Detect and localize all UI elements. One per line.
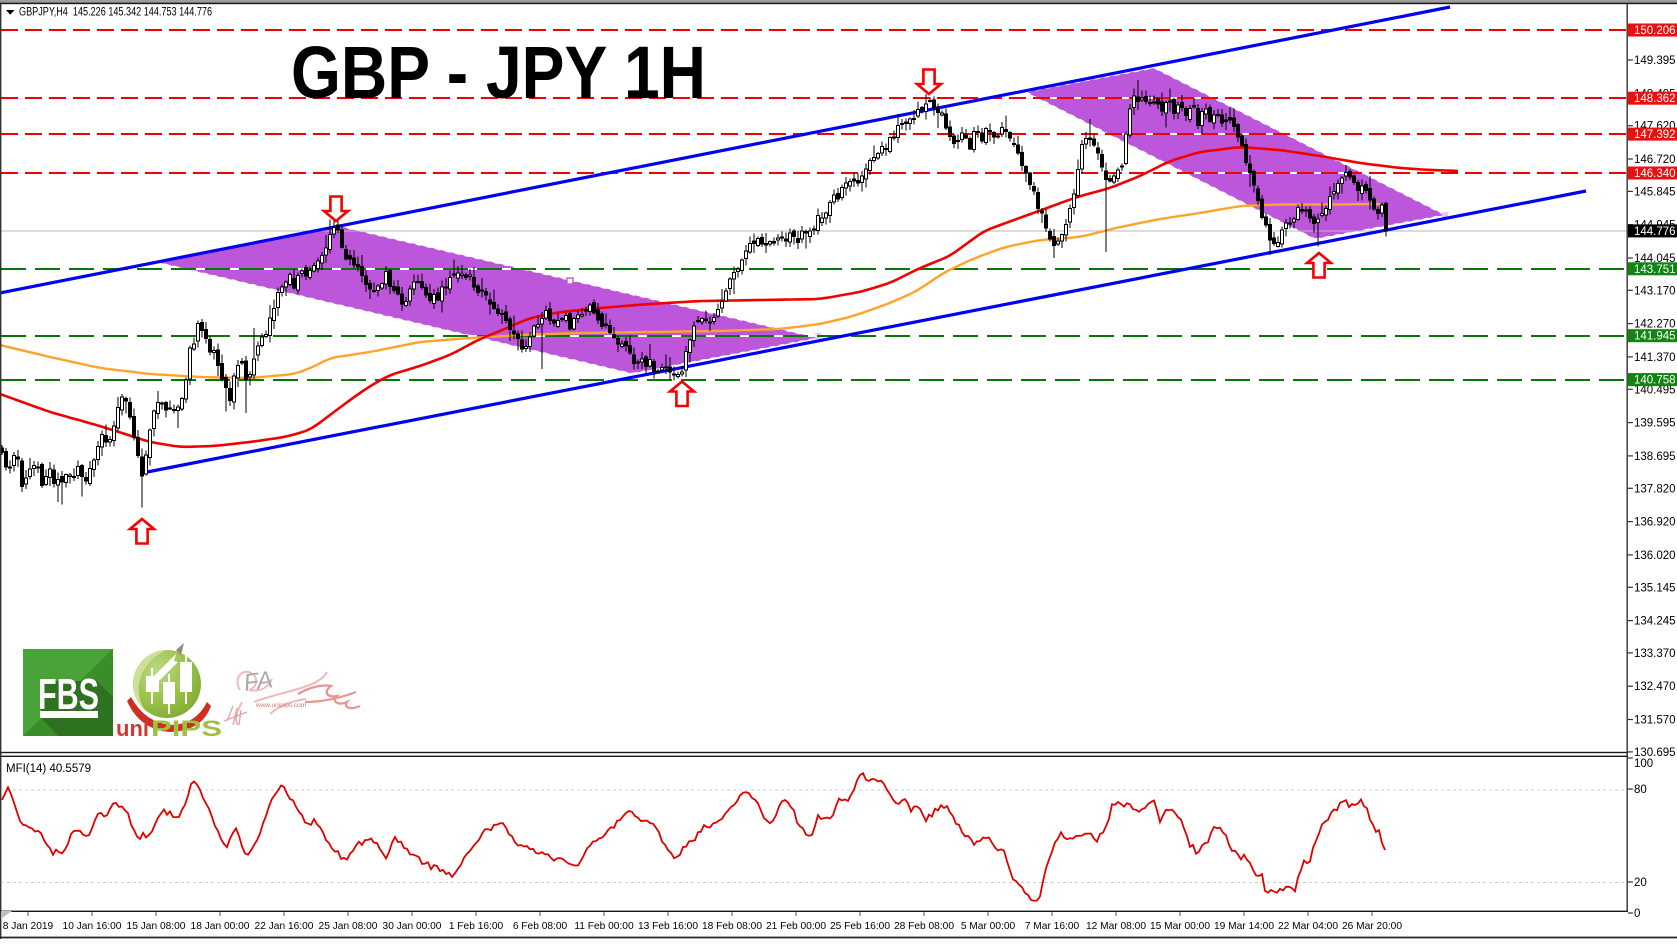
svg-text:26 Mar 20:00: 26 Mar 20:00 [1342, 921, 1402, 932]
svg-text:141.945: 141.945 [1634, 331, 1676, 343]
svg-text:132.470: 132.470 [1634, 681, 1676, 693]
svg-text:25 Jan 08:00: 25 Jan 08:00 [319, 921, 378, 932]
svg-text:25 Feb 16:00: 25 Feb 16:00 [830, 921, 890, 932]
svg-text:131.570: 131.570 [1634, 715, 1676, 727]
svg-text:148.362: 148.362 [1634, 93, 1676, 105]
svg-text:137.820: 137.820 [1634, 483, 1676, 495]
svg-text:FA: FA [242, 666, 274, 697]
svg-text:145.845: 145.845 [1634, 186, 1676, 198]
svg-text:134.245: 134.245 [1634, 616, 1676, 628]
svg-text:144.776: 144.776 [1634, 226, 1676, 238]
svg-text:6 Feb 08:00: 6 Feb 08:00 [513, 921, 568, 932]
svg-text:22 Jan 16:00: 22 Jan 16:00 [255, 921, 314, 932]
svg-text:13 Feb 16:00: 13 Feb 16:00 [638, 921, 698, 932]
svg-text:30 Jan 00:00: 30 Jan 00:00 [383, 921, 442, 932]
svg-text:10 Jan 16:00: 10 Jan 16:00 [63, 921, 122, 932]
svg-text:15 Jan 08:00: 15 Jan 08:00 [127, 921, 186, 932]
svg-text:140.758: 140.758 [1634, 375, 1676, 387]
svg-text:140.495: 140.495 [1634, 384, 1676, 396]
svg-text:133.370: 133.370 [1634, 648, 1676, 660]
svg-text:149.395: 149.395 [1634, 55, 1676, 67]
svg-text:143.170: 143.170 [1634, 285, 1676, 297]
svg-text:5 Mar 00:00: 5 Mar 00:00 [961, 921, 1016, 932]
svg-text:141.370: 141.370 [1634, 352, 1676, 364]
svg-text:8 Jan 2019: 8 Jan 2019 [3, 921, 54, 932]
svg-text:www.unipips.com: www.unipips.com [255, 702, 306, 709]
svg-text:143.751: 143.751 [1634, 264, 1676, 276]
svg-text:22 Mar 04:00: 22 Mar 04:00 [1278, 921, 1338, 932]
svg-text:GBPJPY,H4 145.226 145.342 144: GBPJPY,H4 145.226 145.342 144.753 144.77… [19, 7, 212, 19]
svg-text:146.340: 146.340 [1634, 168, 1676, 180]
svg-text:uni: uni [116, 716, 149, 741]
svg-text:138.695: 138.695 [1634, 451, 1676, 463]
svg-text:147.392: 147.392 [1634, 129, 1676, 141]
svg-text:136.020: 136.020 [1634, 550, 1676, 562]
svg-text:GBP - JPY 1H: GBP - JPY 1H [291, 31, 706, 114]
svg-text:130.695: 130.695 [1634, 747, 1676, 759]
svg-text:FBS: FBS [38, 670, 99, 719]
svg-text:144.045: 144.045 [1634, 253, 1676, 265]
svg-text:1 Feb 16:00: 1 Feb 16:00 [449, 921, 504, 932]
svg-text:MFI(14) 40.5579: MFI(14) 40.5579 [6, 763, 91, 775]
svg-text:150.206: 150.206 [1634, 25, 1676, 37]
svg-text:80: 80 [1634, 784, 1647, 796]
svg-text:PIPS: PIPS [151, 716, 222, 741]
svg-text:20: 20 [1634, 877, 1647, 889]
svg-text:18 Feb 08:00: 18 Feb 08:00 [702, 921, 762, 932]
svg-text:0: 0 [1634, 908, 1640, 920]
svg-text:19 Mar 14:00: 19 Mar 14:00 [1214, 921, 1274, 932]
svg-text:15 Mar 00:00: 15 Mar 00:00 [1150, 921, 1210, 932]
svg-text:139.595: 139.595 [1634, 418, 1676, 430]
svg-text:11 Feb 00:00: 11 Feb 00:00 [574, 921, 634, 932]
svg-text:21 Feb 00:00: 21 Feb 00:00 [766, 921, 826, 932]
svg-text:100: 100 [1634, 758, 1653, 770]
svg-text:146.720: 146.720 [1634, 154, 1676, 166]
svg-text:136.920: 136.920 [1634, 517, 1676, 529]
svg-text:135.145: 135.145 [1634, 582, 1676, 594]
svg-text:7 Mar 16:00: 7 Mar 16:00 [1025, 921, 1080, 932]
svg-text:12 Mar 08:00: 12 Mar 08:00 [1086, 921, 1146, 932]
svg-text:142.270: 142.270 [1634, 319, 1676, 331]
svg-text:18 Jan 00:00: 18 Jan 00:00 [191, 921, 250, 932]
svg-text:28 Feb 08:00: 28 Feb 08:00 [894, 921, 954, 932]
